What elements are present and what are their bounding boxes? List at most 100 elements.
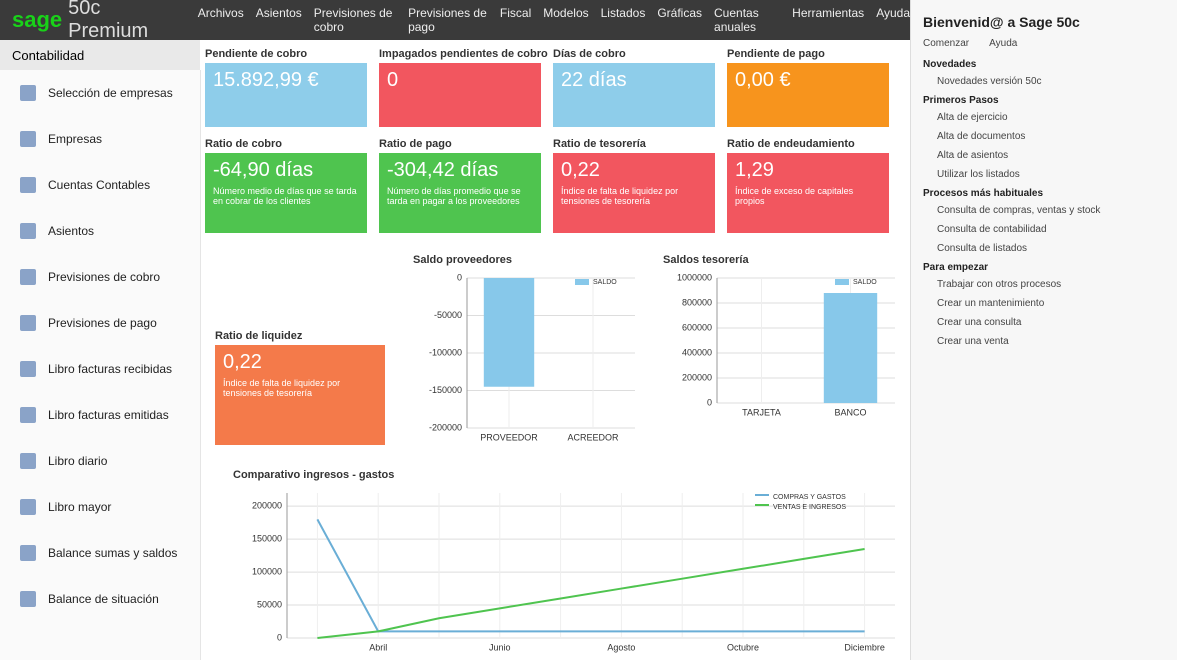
y-tick-label: -200000: [429, 422, 462, 432]
sidebar-label: Balance de situación: [48, 592, 159, 606]
y-tick-label: 50000: [257, 599, 282, 609]
y-tick-label: 600000: [682, 322, 712, 332]
sidebar-icon: [20, 361, 36, 377]
menu-item[interactable]: Ayuda: [876, 6, 910, 20]
y-tick-label: 200000: [682, 372, 712, 382]
tile-description: Número de días promedio que se tarda en …: [387, 186, 521, 206]
brand: sage: [12, 7, 63, 32]
x-tick-label: Octubre: [727, 642, 759, 652]
tile-title: Ratio de endeudamiento: [727, 138, 855, 150]
tile-title: Ratio de pago: [379, 138, 452, 150]
legend-label: COMPRAS Y GASTOS: [773, 494, 846, 501]
sidebar-item[interactable]: Selección de empresas: [0, 70, 200, 116]
sidebar-icon: [20, 223, 36, 239]
chart-title: Comparativo ingresos - gastos: [233, 469, 394, 481]
y-tick-label: 200000: [252, 501, 282, 511]
sidebar-item[interactable]: Libro facturas recibidas: [0, 346, 200, 392]
sidebar-item[interactable]: Previsiones de cobro: [0, 254, 200, 300]
section-item[interactable]: Consulta de listados: [937, 243, 1028, 254]
tile: 1,29 Índice de exceso de capitales propio…: [727, 153, 889, 233]
section-item[interactable]: Utilizar los listados: [937, 169, 1020, 180]
sidebar-icon: [20, 131, 36, 147]
y-tick-label: 800000: [682, 297, 712, 307]
legend-label: VENTAS E INGRESOS: [773, 504, 846, 511]
panel-tabs: Comenzar Ayuda: [923, 38, 1166, 49]
menu-item[interactable]: Modelos: [543, 6, 589, 20]
section-item[interactable]: Crear una venta: [937, 336, 1009, 347]
sidebar-item[interactable]: Cuentas Contables: [0, 162, 200, 208]
sidebar-item[interactable]: Libro diario: [0, 438, 200, 484]
legend-swatch: [835, 279, 849, 285]
section-item[interactable]: Consulta de contabilidad: [937, 224, 1047, 235]
menu-item[interactable]: Herramientas: [792, 6, 865, 20]
panel-section: Para empezar Trabajar con otros procesos C…: [923, 262, 1166, 347]
sidebar-item[interactable]: Libro facturas emitidas: [0, 392, 200, 438]
menu-item[interactable]: Listados: [600, 6, 646, 20]
chart: Saldos tesorería 0 200000 400000 600000 80000…: [663, 254, 895, 417]
tile: 0,22 Índice de falta de liquidez por tens…: [215, 345, 385, 445]
menu-item[interactable]: Archivos: [197, 6, 244, 20]
legend-swatch: [755, 504, 769, 506]
tile-value: 0,22: [223, 351, 262, 373]
x-tick-label: Abril: [369, 642, 387, 652]
section-item[interactable]: Novedades versión 50c: [937, 76, 1042, 87]
panel-tab[interactable]: Comenzar: [923, 38, 970, 49]
section-title: Novedades: [923, 59, 977, 70]
panel-tab[interactable]: Ayuda: [989, 38, 1018, 49]
x-tick-label: PROVEEDOR: [480, 432, 538, 442]
panel-title: Bienvenid@ a Sage 50c: [923, 14, 1080, 30]
y-tick-label: 150000: [252, 534, 282, 544]
sidebar-icon: [20, 591, 36, 607]
y-tick-label: 0: [277, 632, 282, 642]
line-series: [317, 548, 865, 639]
menu-item[interactable]: Fiscal: [499, 6, 532, 20]
section-item[interactable]: Alta de documentos: [937, 131, 1026, 142]
y-tick-label: 400000: [682, 347, 712, 357]
section-item[interactable]: Alta de asientos: [937, 150, 1009, 161]
sidebar-icon: [20, 545, 36, 561]
line-series: [316, 518, 865, 633]
module[interactable]: Contabilidad: [12, 47, 85, 63]
y-tick-label: 0: [707, 397, 712, 407]
menu-item[interactable]: Previsiones de pago: [408, 6, 487, 34]
tile: 0,22 Índice de falta de liquidez por tens…: [553, 153, 715, 233]
sidebar-icon: [20, 453, 36, 469]
top-bar: sage 50c Premium Archivos Asientos Previsi…: [0, 0, 910, 42]
section-item[interactable]: Alta de ejercicio: [937, 112, 1008, 123]
legend-swatch: [575, 279, 589, 285]
section-item[interactable]: Crear una consulta: [937, 317, 1022, 328]
tile-description: Índice de falta de liquidez por tensione…: [561, 186, 679, 206]
tile-value: 0,00 €: [735, 69, 791, 91]
menu: Archivos Asientos Previsiones de cobro Prev…: [198, 6, 910, 34]
tile: 0,00 €: [727, 63, 889, 127]
sidebar-item[interactable]: Asientos: [0, 208, 200, 254]
x-tick-label: Agosto: [607, 642, 635, 652]
x-tick-label: BANCO: [834, 407, 866, 417]
menu-item[interactable]: Gráficas: [657, 6, 703, 20]
section-item[interactable]: Consulta de compras, ventas y stock: [937, 205, 1101, 216]
sidebar-item[interactable]: Empresas: [0, 116, 200, 162]
sidebar-item[interactable]: Libro mayor: [0, 484, 200, 530]
sidebar-label: Balance sumas y saldos: [48, 546, 178, 560]
tile-description: Índice de falta de liquidez por tensione…: [223, 378, 341, 398]
menu-item[interactable]: Previsiones de cobro: [313, 6, 393, 34]
sidebar-icon: [20, 177, 36, 193]
tile: -304,42 días Número de días promedio que …: [379, 153, 541, 233]
y-tick-label: -50000: [434, 310, 462, 320]
sidebar-item[interactable]: Balance de situación: [0, 576, 200, 622]
panel-section: Novedades Novedades versión 50c: [923, 59, 1166, 87]
sidebar-item[interactable]: Balance sumas y saldos: [0, 530, 200, 576]
tile-title: Pendiente de pago: [727, 48, 825, 60]
section-item[interactable]: Crear un mantenimiento: [937, 298, 1045, 309]
sidebar-label: Empresas: [48, 132, 103, 146]
section-title: Primeros Pasos: [923, 95, 999, 106]
panel-section: Procesos más habituales Consulta de compr…: [923, 188, 1166, 254]
menu-item[interactable]: Asientos: [255, 6, 302, 20]
x-tick-label: ACREEDOR: [567, 432, 619, 442]
menu-item[interactable]: Cuentas anuales: [714, 6, 759, 34]
tile-title: Ratio de tesorería: [553, 138, 646, 150]
section-item[interactable]: Trabajar con otros procesos: [937, 279, 1062, 290]
legend-swatch: [755, 494, 769, 496]
sidebar-item[interactable]: Previsiones de pago: [0, 300, 200, 346]
